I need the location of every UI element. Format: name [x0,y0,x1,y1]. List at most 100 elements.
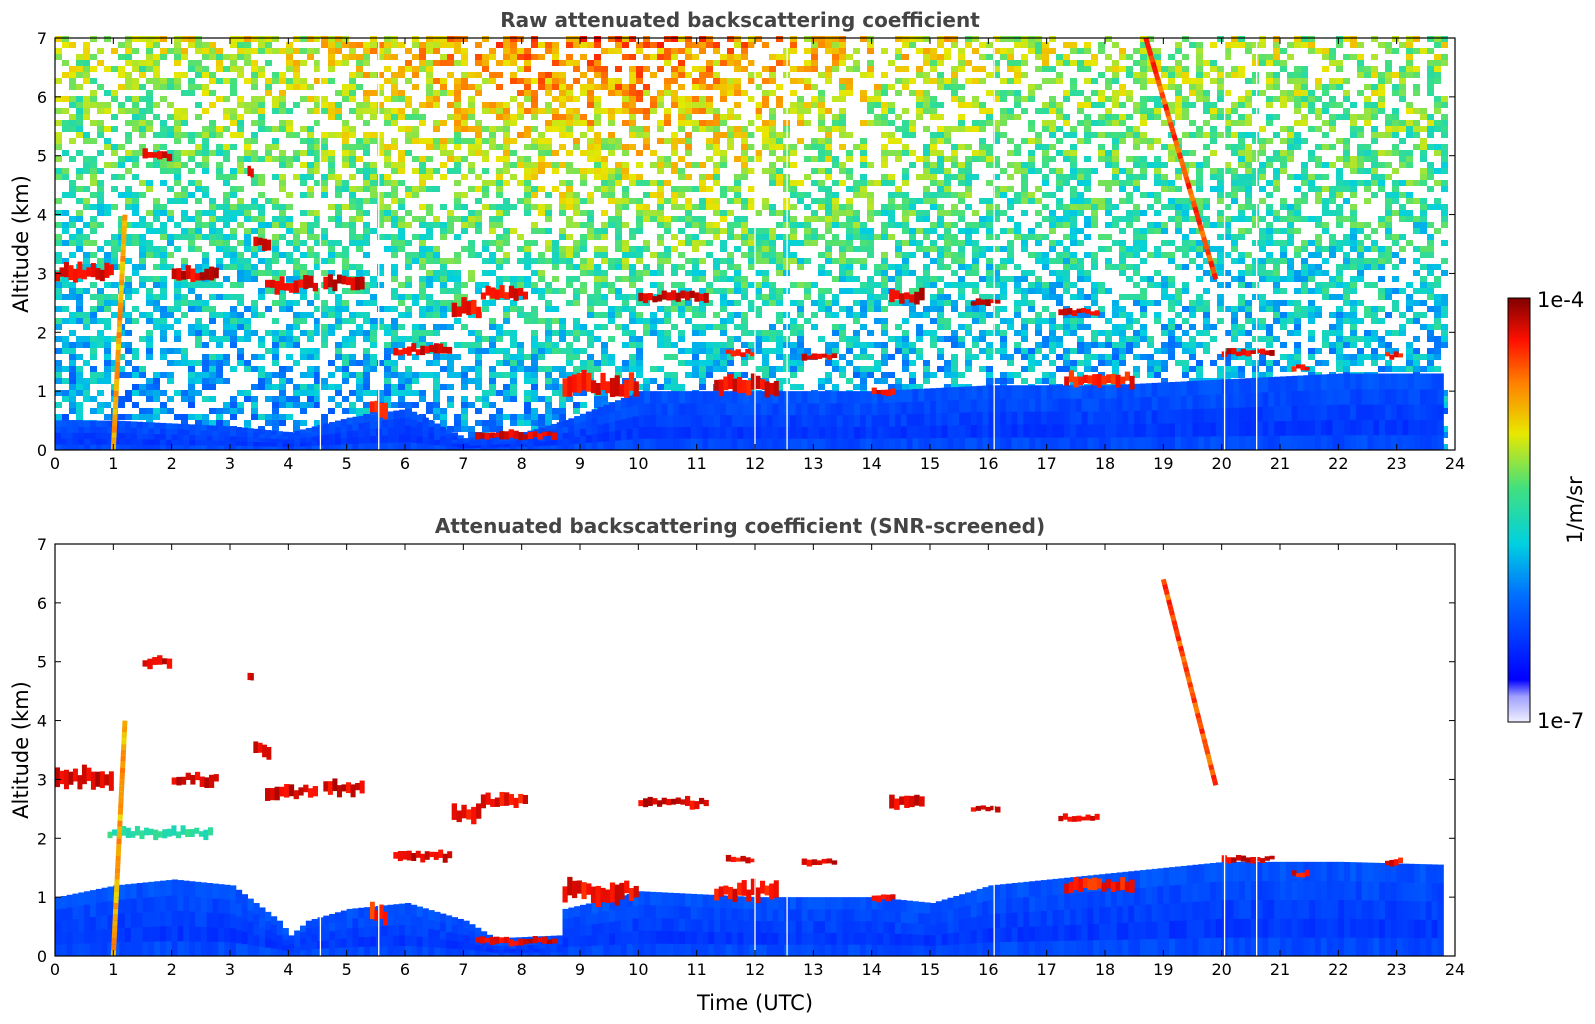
noise-cell [146,330,153,336]
noise-cell [475,342,482,348]
noise-cell [419,240,426,246]
noise-cell [930,54,937,60]
noise-cell [398,228,405,234]
noise-cell [370,102,377,108]
noise-cell [755,114,762,120]
noise-cell [230,306,237,312]
noise-cell [55,96,62,102]
noise-cell [545,396,552,402]
noise-cell [55,252,62,258]
noise-cell [727,132,734,138]
noise-cell [251,150,258,156]
noise-cell [804,108,811,114]
noise-cell [293,300,300,306]
noise-cell [573,390,580,396]
noise-cell [139,222,146,228]
noise-cell [902,360,909,366]
noise-cell [342,252,349,258]
noise-cell [97,318,104,324]
noise-cell [790,300,797,306]
noise-cell [349,342,356,348]
noise-cell [489,366,496,372]
noise-cell [608,354,615,360]
noise-cell [678,66,685,72]
noise-cell [447,54,454,60]
noise-cell [363,252,370,258]
noise-cell [734,42,741,48]
noise-cell [349,108,356,114]
noise-cell [818,150,825,156]
noise-cell [566,60,573,66]
noise-cell [713,180,720,186]
noise-cell [314,402,321,408]
noise-cell [741,330,748,336]
noise-cell [685,174,692,180]
noise-cell [741,132,748,138]
noise-cell [405,240,412,246]
noise-cell [650,378,657,384]
noise-cell [251,84,258,90]
noise-cell [699,42,706,48]
noise-cell [867,330,874,336]
noise-cell [279,384,286,390]
noise-cell [412,36,419,42]
noise-cell [167,186,174,192]
noise-cell [797,198,804,204]
noise-cell [930,138,937,144]
noise-cell [90,216,97,222]
noise-cell [909,162,916,168]
noise-cell [160,168,167,174]
noise-cell [461,156,468,162]
noise-cell [720,288,727,294]
noise-cell [734,246,741,252]
noise-cell [566,354,573,360]
noise-cell [755,210,762,216]
noise-cell [286,78,293,84]
noise-cell [55,414,62,420]
noise-cell [629,312,636,318]
noise-cell [552,162,559,168]
noise-cell [76,96,83,102]
noise-cell [832,54,839,60]
noise-cell [482,306,489,312]
noise-cell [937,276,944,282]
noise-cell [167,408,174,414]
noise-cell [615,258,622,264]
noise-cell [111,258,118,264]
noise-cell [279,288,286,294]
noise-cell [97,204,104,210]
noise-cell [888,210,895,216]
noise-cell [699,126,706,132]
noise-cell [69,318,76,324]
noise-cell [524,408,531,414]
noise-cell [587,150,594,156]
noise-cell [104,108,111,114]
noise-cell [272,336,279,342]
noise-cell [846,186,853,192]
noise-cell [748,168,755,174]
noise-cell [573,96,580,102]
noise-cell [895,66,902,72]
noise-cell [769,246,776,252]
noise-cell [307,396,314,402]
noise-cell [258,366,265,372]
noise-cell [433,120,440,126]
noise-cell [370,138,377,144]
noise-cell [356,108,363,114]
noise-cell [916,246,923,252]
noise-cell [636,372,643,378]
noise-cell [748,144,755,150]
noise-cell [790,324,797,330]
noise-cell [342,306,349,312]
noise-cell [202,414,209,420]
noise-cell [174,60,181,66]
noise-cell [97,294,104,300]
noise-cell [377,210,384,216]
noise-cell [916,324,923,330]
noise-cell [608,48,615,54]
noise-cell [335,108,342,114]
noise-cell [664,318,671,324]
noise-cell [286,120,293,126]
noise-cell [881,264,888,270]
noise-cell [97,192,104,198]
